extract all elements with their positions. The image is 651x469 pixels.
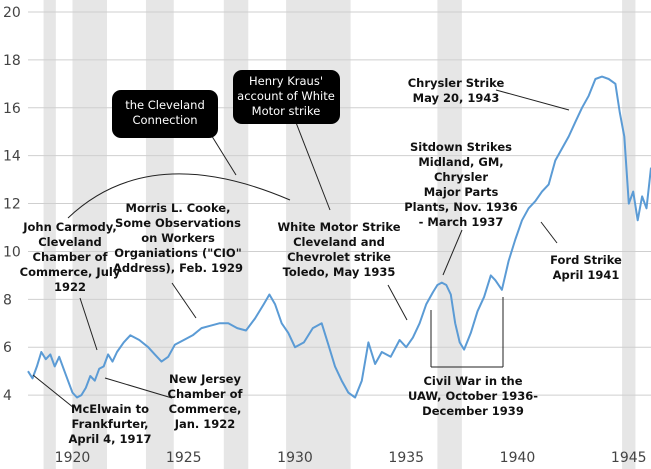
x-axis-ticks: 1920 1925 1930 1935 1940 1945 (55, 450, 647, 466)
shading-band-2 (145, 0, 174, 469)
leader-carmody (79, 297, 98, 351)
arc-cleveland-connection (67, 173, 291, 219)
callout-box-0 (112, 90, 218, 138)
y-axis-ticks: 4 6 8 10 12 14 16 18 20 (3, 5, 21, 404)
leader-chrysler (495, 89, 570, 111)
annotation-8: Civil War in the UAW, October 1936-Decemb… (408, 374, 538, 418)
leader-mcelwain (32, 374, 75, 409)
x-tick-label-5: 1945 (611, 450, 647, 466)
x-tick-label-2: 1930 (277, 450, 313, 466)
y-tick-label-2: 8 (3, 292, 12, 308)
y-tick-label-3: 10 (3, 244, 21, 260)
annotation-leaders (32, 89, 570, 409)
series-line-0 (27, 75, 651, 399)
leader-cooke (171, 282, 197, 319)
x-tick-label-4: 1940 (500, 450, 536, 466)
shading-band-1 (72, 0, 107, 469)
annotation-5: Sitdown Strikes Midland, GM, Chrysler Major… (404, 140, 518, 229)
annotation-2: New Jersey Chamber of Commerce, Jan. 1922 (168, 372, 244, 431)
callout-box-1 (233, 70, 340, 124)
shading-band-5 (437, 0, 462, 469)
callout-text-0: the Cleveland Connection (125, 98, 205, 127)
leader-ford (540, 221, 558, 244)
shading-band-0 (43, 0, 56, 469)
x-tick-label-3: 1935 (388, 450, 424, 466)
y-tick-label-5: 14 (3, 149, 21, 165)
leader-white-motor (387, 284, 408, 321)
x-tick-label-0: 1920 (55, 450, 91, 466)
annotation-7: Ford Strike April 1941 (550, 253, 622, 282)
annotations: John Carmody, Cleveland Chamber of Commerce… (20, 76, 622, 446)
y-tick-label-7: 18 (3, 53, 21, 69)
shading-band-6 (622, 0, 636, 469)
annotation-4: White Motor Strike Cleveland and Chevrolet… (277, 220, 400, 279)
y-tick-label-1: 6 (3, 340, 12, 356)
annotation-1: McElwain to Frankfurter, April 4, 1917 (68, 402, 151, 446)
x-tick-label-1: 1925 (166, 450, 202, 466)
leader-kraus-box (294, 119, 331, 211)
leader-new-jersey (104, 377, 173, 399)
annotation-0: John Carmody, Cleveland Chamber of Commerce… (20, 220, 121, 294)
callout-text-1: Henry Kraus' account of White Motor strike (237, 74, 335, 118)
y-tick-label-0: 4 (3, 388, 12, 404)
series-lines (27, 75, 651, 399)
leader-sitdown (442, 229, 463, 276)
y-tick-label-6: 16 (3, 101, 21, 117)
annotation-6: Chrysler Strike May 20, 1943 (408, 76, 505, 105)
callout-boxes: the Cleveland Connection Henry Kraus' accou… (112, 70, 340, 138)
y-tick-label-4: 12 (3, 197, 21, 213)
y-tick-label-8: 20 (3, 5, 21, 21)
annotation-3: Morris L. Cooke, Some Observations on Work… (113, 201, 243, 275)
